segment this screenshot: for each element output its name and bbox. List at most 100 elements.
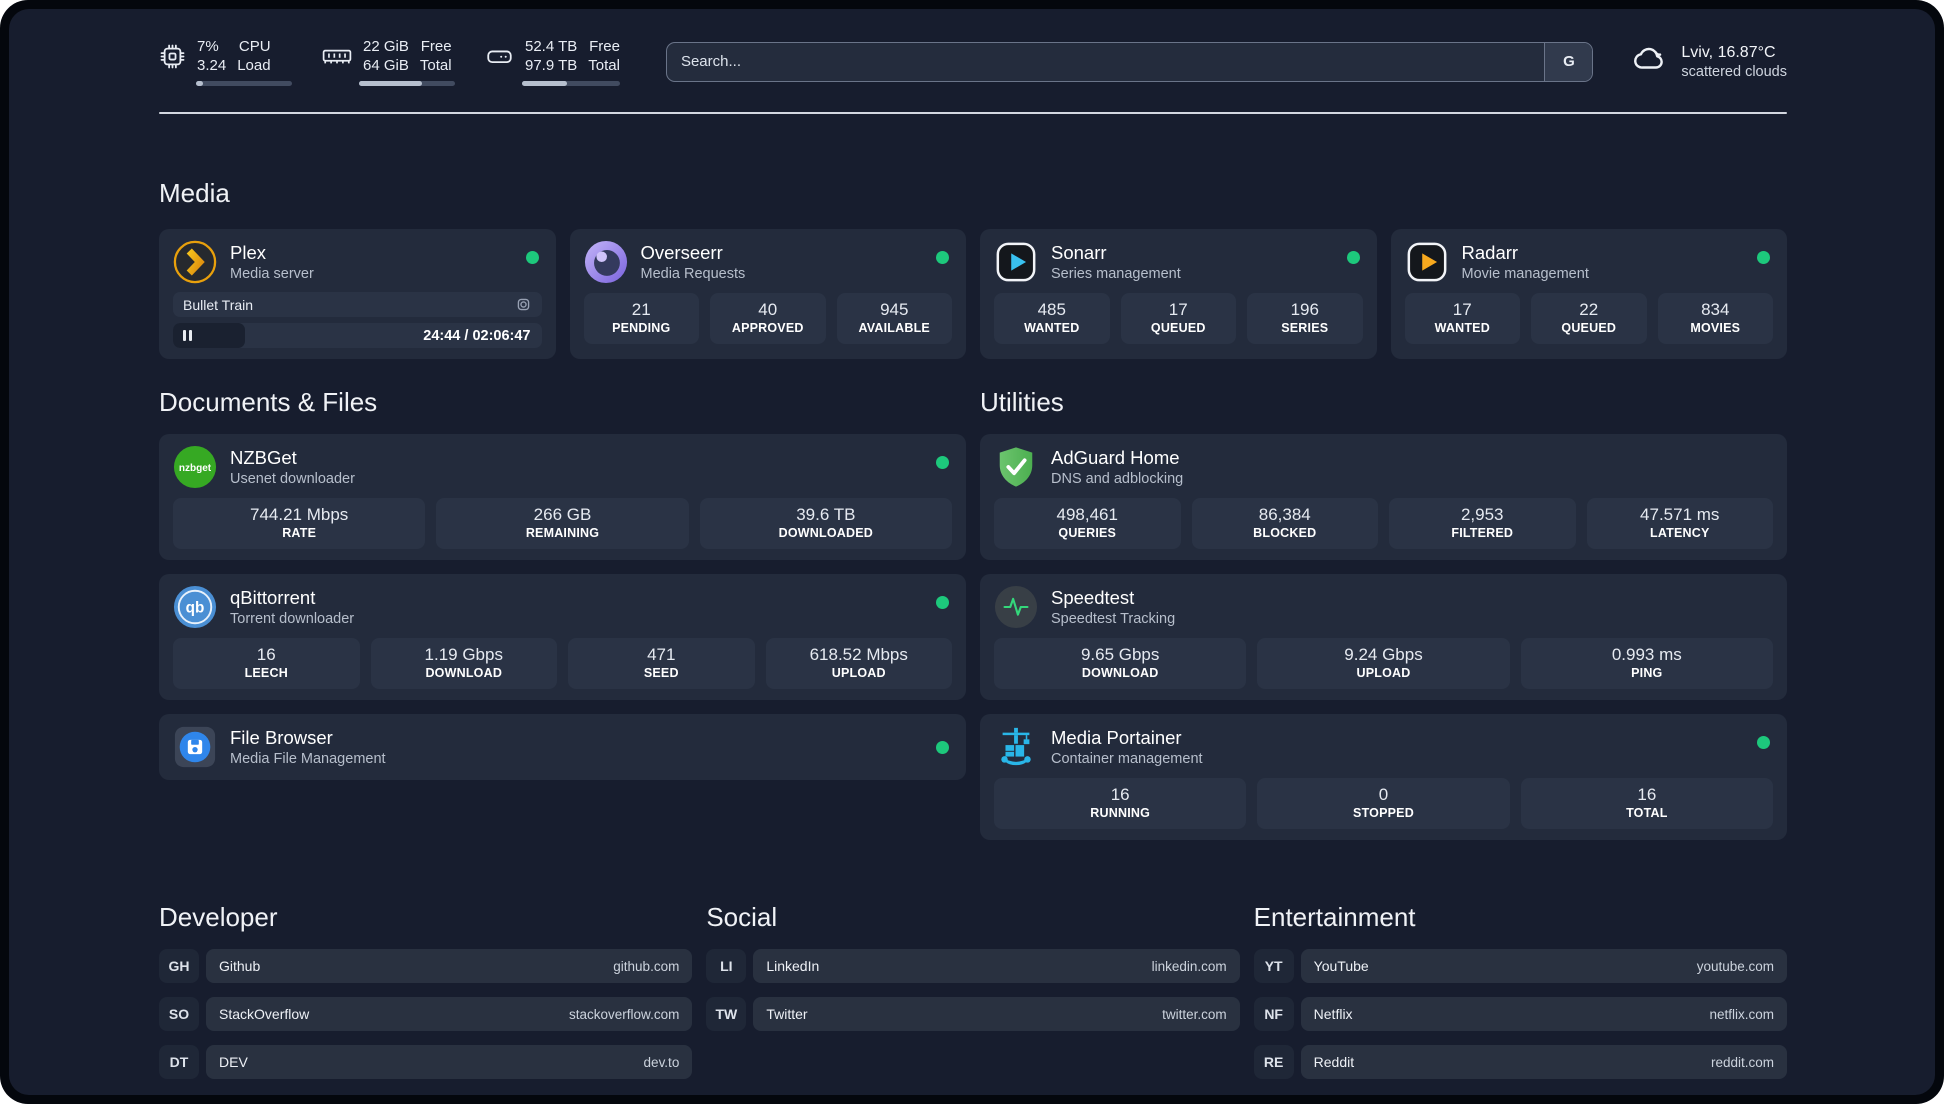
memory-total-value: 64 GiB [363,57,409,74]
sonarr-card[interactable]: Sonarr Series management 485 WANTED 17 Q… [980,229,1377,359]
section-title-social: Social [706,902,778,932]
stat-queries: 498,461 QUERIES [994,498,1181,549]
stat-wanted: 17 WANTED [1404,293,1520,344]
search-input[interactable] [666,42,1545,81]
link-abbr: YT [1253,949,1294,983]
stat-latency: 47.571 ms LATENCY [1586,498,1773,549]
playback-progress-bar: 24:44 / 02:06:47 [173,323,542,348]
cpu-icon [159,43,186,70]
portainer-icon [994,725,1038,769]
plex-card[interactable]: Plex Media server Bullet Train 24:44 / 0… [159,229,556,359]
app-subtitle: Usenet downloader [230,470,355,487]
radarr-icon [1405,240,1449,284]
stat-filtered: 2,953 FILTERED [1389,498,1576,549]
memory-icon [322,43,352,70]
memory-progress-track [359,81,455,86]
now-playing-row: Bullet Train [173,292,542,317]
entertainment-section: Entertainment YT YouTube youtube.com NF … [1253,902,1787,1079]
qbittorrent-icon: qb [173,585,217,629]
stat-available: 945 AVAILABLE [836,293,952,344]
app-name: File Browser [230,726,333,748]
memory-free-label: Free [420,38,452,55]
filebrowser-icon [173,725,217,769]
disk-free-label: Free [589,38,620,55]
status-dot [1346,251,1360,264]
section-title-media: Media [159,178,230,208]
app-subtitle: Media Requests [640,265,746,282]
qbittorrent-card[interactable]: qb qBittorrent Torrent downloader 16 LEE… [159,574,966,700]
social-section: Social LI LinkedIn linkedin.com TW Twitt… [706,902,1240,1079]
app-subtitle: Movie management [1461,265,1589,282]
disk-free-value: 52.4 TB [525,38,578,55]
documents-column: Documents & Files nzbget NZBGet Use [159,387,966,840]
app-subtitle: DNS and adblocking [1051,470,1184,487]
weather-location: Lviv, 16.87°C [1681,43,1776,61]
search-engine-button[interactable]: G [1544,42,1593,81]
svg-text:qb: qb [186,600,205,617]
plex-icon [173,240,217,284]
adguard-icon [994,445,1038,489]
stat-ping: 0.993 ms PING [1520,638,1773,689]
stat-total: 16 TOTAL [1520,778,1773,829]
cloud-icon [1631,42,1669,81]
playback-elapsed-fill [173,323,245,348]
cpu-label: CPU [238,38,271,55]
dashboard: 7% 3.24 CPU Load [9,9,1935,1095]
link-abbr: RE [1253,1045,1294,1079]
app-subtitle: Speedtest Tracking [1051,610,1176,627]
app-name: Sonarr [1051,241,1107,263]
weather-widget: Lviv, 16.87°C scattered clouds [1631,42,1787,81]
app-name: AdGuard Home [1051,446,1180,468]
app-name: qBittorrent [230,586,316,608]
search-bar[interactable]: G [665,41,1594,82]
speedtest-icon [994,585,1038,629]
section-title-documents: Documents & Files [159,387,378,417]
system-stats: 7% 3.24 CPU Load [159,37,620,86]
pause-icon [183,330,192,341]
status-dot [936,251,949,264]
link-abbr: NF [1253,997,1294,1031]
gear-icon[interactable] [515,296,532,313]
link-dev[interactable]: DT DEV dev.to [159,1045,693,1079]
portainer-card[interactable]: Media Portainer Container management 16 … [980,714,1787,840]
memory-free-value: 22 GiB [363,38,409,55]
link-abbr: DT [159,1045,199,1079]
status-dot [936,740,949,754]
nzbget-card[interactable]: nzbget NZBGet Usenet downloader 744.21 M… [159,434,966,560]
disk-icon [485,43,514,70]
link-abbr: TW [706,997,747,1031]
stat-movies: 834 MOVIES [1657,293,1773,344]
developer-section: Developer GH Github github.com SO StackO… [159,902,693,1079]
stat-blocked: 86,384 BLOCKED [1191,498,1378,549]
link-github[interactable]: GH Github github.com [159,949,693,983]
link-netflix[interactable]: NF Netflix netflix.com [1253,997,1787,1031]
cpu-load-value: 3.24 [197,57,227,74]
status-dot [1757,251,1770,264]
status-dot [1757,736,1770,749]
link-twitter[interactable]: TW Twitter twitter.com [706,997,1240,1031]
link-stackoverflow[interactable]: SO StackOverflow stackoverflow.com [159,997,693,1031]
section-title-utilities: Utilities [980,387,1064,417]
now-playing-title: Bullet Train [183,296,254,313]
section-title-entertainment: Entertainment [1253,902,1416,932]
stat-leech: 16 LEECH [173,638,360,689]
filebrowser-card[interactable]: File Browser Media File Management [159,714,966,780]
link-reddit[interactable]: RE Reddit reddit.com [1253,1045,1787,1079]
section-title-developer: Developer [159,902,278,932]
app-name: NZBGet [230,446,297,468]
nzbget-icon: nzbget [173,445,217,489]
header-divider [159,112,1787,114]
app-subtitle: Container management [1051,750,1203,767]
radarr-card[interactable]: Radarr Movie management 17 WANTED 22 QUE… [1390,229,1787,359]
app-name: Speedtest [1051,586,1135,608]
adguard-card[interactable]: AdGuard Home DNS and adblocking 498,461 … [980,434,1787,560]
link-linkedin[interactable]: LI LinkedIn linkedin.com [706,949,1240,983]
overseerr-card[interactable]: Overseerr Media Requests 21 PENDING 40 A… [569,229,966,359]
link-youtube[interactable]: YT YouTube youtube.com [1253,949,1787,983]
app-name: Radarr [1461,241,1519,263]
stat-remaining: 266 GB REMAINING [436,498,689,549]
stat-seed: 471 SEED [568,638,755,689]
disk-total-label: Total [588,57,620,74]
speedtest-card[interactable]: Speedtest Speedtest Tracking 9.65 Gbps D… [980,574,1787,700]
playback-time: 24:44 / 02:06:47 [423,327,531,344]
